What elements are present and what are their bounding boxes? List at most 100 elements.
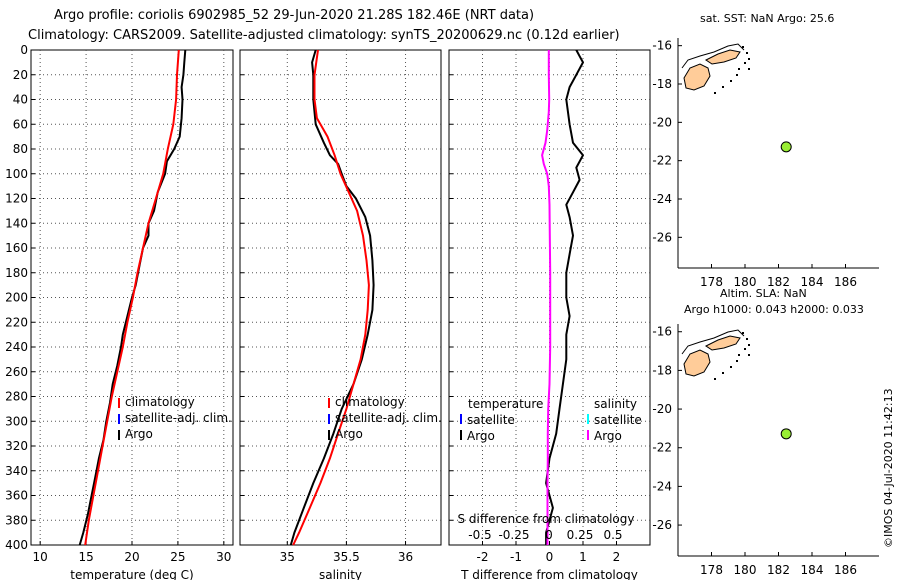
sla-map-xtick-label: 182 [767,563,790,577]
depth-tick-label: 260 [5,365,28,379]
diff-legend-sal-argo: Argo [594,429,622,443]
title-line-2: Climatology: CARS2009. Satellite-adjuste… [28,28,620,43]
title-line-1: Argo profile: coriolis 6902985_52 29-Jun… [54,8,534,23]
small-island-dot [744,348,746,350]
small-island-dot [730,80,732,82]
difference-series-s-diff-argo [541,50,552,545]
diff-legend-salinity-title: salinity [594,397,637,411]
difference-xtick-label: 2 [613,550,621,564]
temperature-series-climatology [84,49,180,546]
salinity-series-climatology [292,49,370,546]
sst-map-xtick-label: 178 [700,275,723,289]
depth-tick-label: 300 [5,414,28,428]
sla-map-land [681,329,750,380]
diff-s-xtick-label: 0.5 [603,528,622,542]
small-island-dot [736,360,738,362]
sst-map-xtick-label: 182 [767,275,790,289]
difference-series-t-diff-argo [545,49,584,545]
small-island-dot [730,366,732,368]
sst-map-xtick-label: 184 [801,275,824,289]
diff-s-xlabel: S difference from climatology [458,512,635,526]
difference-xtick-label: -1 [510,550,522,564]
depth-tick-label: 240 [5,340,28,354]
sst-map-ytick-label: -16 [652,39,672,53]
small-island-dot [748,68,750,70]
depth-tick-label: 200 [5,291,28,305]
temperature-xtick-label: 30 [216,550,231,564]
sst-map-xtick-label: 180 [734,275,757,289]
small-island-dot [746,338,748,340]
diff-s-xtick-label: 0.25 [567,528,594,542]
small-island-dot [744,62,746,64]
small-island-dot [738,68,740,70]
temperature-legend-entry: climatology [125,395,195,409]
temperature-xlabel: temperature (deg C) [70,568,193,580]
small-island-dot [748,354,750,356]
sla-map-title-2: Argo h1000: 0.043 h2000: 0.033 [684,303,864,316]
depth-tick-label: 160 [5,241,28,255]
sst-map-land [681,43,750,94]
sst-map-title: sat. SST: NaN Argo: 25.6 [700,12,834,25]
diff-s-xtick-label: -0.5 [468,528,491,542]
difference-xlabel: T difference from climatology [460,568,638,580]
depth-tick-label: 340 [5,464,28,478]
sla-map-xtick-label: 184 [801,563,824,577]
sla-map-xtick-label: 178 [700,563,723,577]
salinity-legend-entry: climatology [335,395,405,409]
small-island-dot [748,344,750,346]
salinity-legend-entry: Argo [335,427,363,441]
diff-s-xtick-label: -0.25 [498,528,529,542]
small-island-dot [742,46,744,48]
salinity-series-argo [289,49,375,546]
depth-tick-label: 180 [5,266,28,280]
sst-map-ytick-label: -18 [652,77,672,91]
sla-map-title-1: Altim. SLA: NaN [720,287,807,300]
salinity-xlabel: salinity [319,568,362,580]
salinity-xtick-label: 36 [398,550,413,564]
sst-map-ytick-label: -24 [652,192,672,206]
sla-map-xtick-label: 186 [834,563,857,577]
depth-tick-label: 80 [13,142,28,156]
small-island-dot [746,52,748,54]
vanua-levu-island [705,49,741,65]
small-island-dot [736,74,738,76]
depth-tick-label: 60 [13,117,28,131]
depth-tick-label: 40 [13,93,28,107]
diff-legend-temperature-title: temperature [468,397,543,411]
temperature-xtick-label: 10 [33,550,48,564]
small-island-dot [748,58,750,60]
sla-map-ytick-label: -22 [652,441,672,455]
depth-tick-label: 320 [5,439,28,453]
reef-outline [681,43,745,69]
small-island-dot [714,378,716,380]
diff-legend-sal-satellite: satellite [594,413,642,427]
diff-legend-temp-satellite: satellite [467,413,515,427]
temperature-legend-entry: Argo [125,427,153,441]
depth-tick-label: 380 [5,513,28,527]
small-island-dot [714,92,716,94]
viti-levu-island [683,349,711,377]
depth-tick-label: 220 [5,315,28,329]
depth-tick-label: 20 [13,68,28,82]
difference-xtick-label: 0 [546,550,554,564]
sla-map-ytick-label: -24 [652,479,672,493]
depth-tick-label: 100 [5,167,28,181]
small-island-dot [742,332,744,334]
depth-tick-label: 360 [5,489,28,503]
depth-tick-label: 120 [5,192,28,206]
vanua-levu-island [705,335,741,351]
sla-map-ytick-label: -18 [652,363,672,377]
sla-map-float-marker [780,428,792,440]
temperature-legend-entry: satellite-adj. clim. [125,411,232,425]
sla-map-xtick-label: 180 [734,563,757,577]
diff-legend-temp-argo: Argo [467,429,495,443]
sla-map-background [678,324,879,556]
small-island-dot [722,86,724,88]
small-island-dot [738,354,740,356]
viti-levu-island [683,63,711,91]
temperature-xtick-label: 25 [170,550,185,564]
sla-map-ytick-label: -26 [652,518,672,532]
difference-xtick-label: 1 [579,550,587,564]
